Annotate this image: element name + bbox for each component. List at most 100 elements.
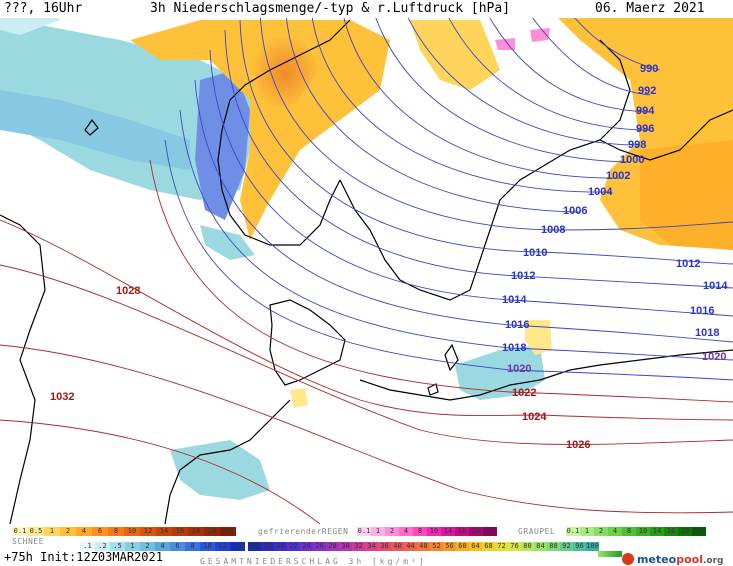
isobar (164, 139, 733, 381)
legend-swatch: 8 (622, 527, 636, 536)
isobar-label: 1008 (541, 224, 565, 236)
isobar-label: 990 (640, 63, 658, 75)
legend-swatch: 10 (200, 542, 215, 551)
legend-rain-scale: 0.1 0.5 1 2 4 6 8 10 12 14 16 18 20 25+ (12, 527, 236, 536)
isobar (179, 109, 733, 361)
isobar-label: 992 (638, 85, 656, 97)
isobar-label: 1016 (690, 305, 714, 317)
isobar-label: 1006 (563, 205, 587, 217)
legend-swatch: 1 (580, 527, 594, 536)
isobar-label: 1014 (703, 280, 728, 292)
legend-swatch: 16 (455, 527, 469, 536)
legend-snow-scale: .1.2.5 1 2 4 6 8 10 12 14 (80, 542, 245, 551)
coast-norway (217, 19, 351, 246)
isobar (369, 0, 631, 163)
title-bar: ???, 16Uhr 3h Niederschlagsmenge/-typ & … (0, 0, 733, 18)
legend-swatch: 2 (594, 527, 608, 536)
legend-swatch: 25+ (220, 527, 236, 536)
legend-swatch: 22 (287, 542, 300, 551)
legend-swatch: 12 (140, 527, 156, 536)
rain-spot-dk (290, 388, 308, 408)
isobar-label: 1026 (566, 439, 590, 451)
legend-graupel-label: GRAUPEL (518, 527, 556, 536)
legend-swatch: 14 (156, 527, 172, 536)
legend-swatch: 80 (521, 542, 534, 551)
isobar-label: 1002 (606, 170, 630, 182)
brand-part: .org (702, 556, 724, 566)
legend-swatch: 10 (427, 527, 441, 536)
legend-swatch: 14 (441, 527, 455, 536)
rain-area-norway (130, 20, 390, 240)
legend-swatch: 8 (108, 527, 124, 536)
legend-swatch: 6 (92, 527, 108, 536)
legend-graupel-scale: 0.1 1 2 4 8 10 14 16 20 25+ (566, 527, 706, 536)
isobar (224, 29, 733, 289)
legend-swatch: 28 (326, 542, 339, 551)
isobar-label: 1024 (522, 411, 547, 423)
isobar-label: 1000 (620, 154, 644, 166)
legend: 0.1 0.5 1 2 4 6 8 10 12 14 16 18 20 25+ gefrierenderR… (0, 524, 733, 566)
isobar-label: 1020 (507, 363, 531, 375)
legend-swatch: 6 (170, 542, 185, 551)
isobar (0, 344, 733, 514)
freezing-spot-north2 (530, 28, 550, 42)
legend-swatch: .2 (95, 542, 110, 551)
brand-part: pool (676, 553, 703, 566)
legend-swatch: 4 (608, 527, 622, 536)
legend-swatch: 16 (172, 527, 188, 536)
legend-swatch: 25+ (692, 527, 706, 536)
snow-area-skagerrak (200, 225, 255, 260)
legend-swatch: 0.1 (12, 527, 28, 536)
isobar-label: 1010 (523, 247, 547, 259)
isobars-red (0, 159, 733, 524)
legend-swatch: 2 (140, 542, 155, 551)
legend-swatch: 36 (378, 542, 391, 551)
legend-swatch: 0.1 (566, 527, 580, 536)
weather-map[interactable]: 990 992 994 996 998 1000 1002 1004 1006 … (0, 0, 733, 524)
isobar-label: 994 (636, 105, 655, 117)
isobar-label: 1004 (588, 186, 613, 198)
isobar (519, 0, 651, 96)
legend-swatch: 12 (215, 542, 230, 551)
coast-bornholm (427, 383, 439, 396)
legend-swatch: 4 (399, 527, 413, 536)
legend-swatch: 16 (248, 542, 261, 551)
coastlines (0, 19, 733, 524)
legend-swatch: 56 (443, 542, 456, 551)
brand[interactable]: meteopool.org (637, 553, 723, 566)
legend-swatch: 1 (371, 527, 385, 536)
legend-swatch: 20 (274, 542, 287, 551)
isobar (284, 0, 581, 213)
isobar-label: 1012 (676, 258, 700, 270)
legend-swatch: 8 (413, 527, 427, 536)
isobar (439, 0, 651, 131)
legend-swatch: 4 (155, 542, 170, 551)
rain-spot-poland (525, 320, 552, 355)
legend-swatch: 84 (534, 542, 547, 551)
legend-freezing-label: gefrierenderREGEN (258, 527, 349, 536)
coast-shetland (84, 118, 99, 136)
legend-swatch: 25+ (483, 527, 497, 536)
legend-swatch: 96 (573, 542, 586, 551)
isobar (479, 0, 651, 113)
legend-swatch: 2 (60, 527, 76, 536)
legend-swatch: 4 (76, 527, 92, 536)
legend-swatch: 0.5 (28, 527, 44, 536)
legend-swatch: 1 (44, 527, 60, 536)
legend-swatch: 64 (469, 542, 482, 551)
isobar (239, 19, 733, 265)
legend-swatch: 100 (586, 542, 599, 551)
snow-area-nl (170, 440, 270, 500)
legend-swatch: 72 (495, 542, 508, 551)
coast-finland (599, 109, 733, 161)
coast-baltic-south (359, 349, 733, 401)
legend-swatch: 48 (417, 542, 430, 551)
isobar (339, 0, 621, 179)
isobar (149, 159, 733, 403)
snow-area-norway (195, 70, 250, 220)
isobar (209, 49, 733, 317)
snow-area-poland (455, 345, 545, 400)
legend-total-label: GESAMTNIEDERSCHLAG 3h [kg/m²] (200, 557, 427, 566)
legend-swatch: 92 (560, 542, 573, 551)
rain-area-north (410, 20, 500, 90)
